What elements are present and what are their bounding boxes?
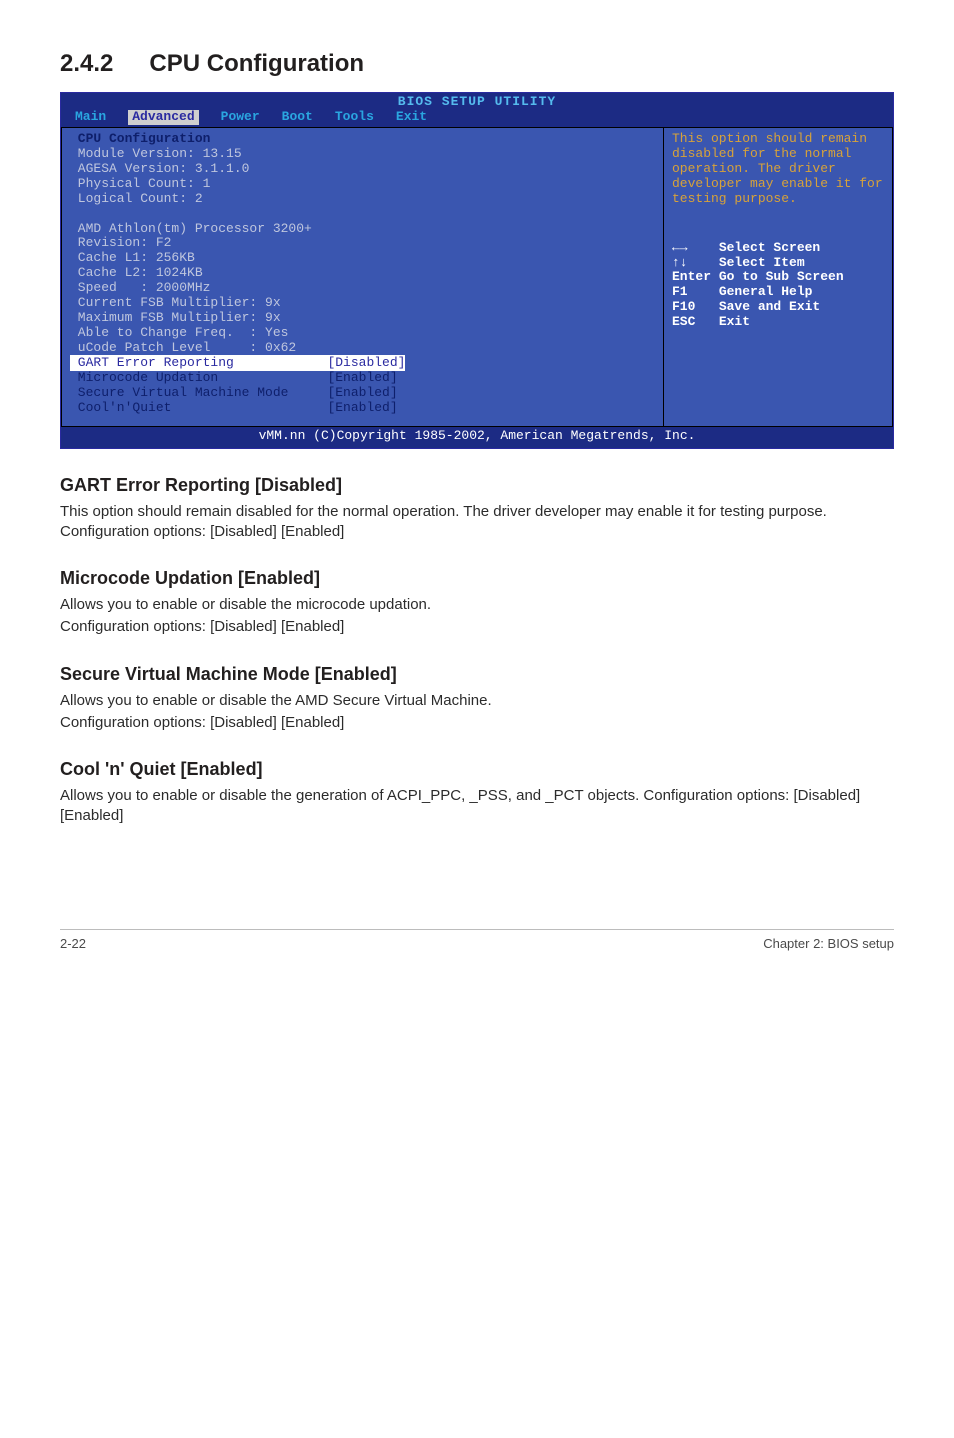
bios-menu-item: Power <box>221 110 260 125</box>
bios-menubar: Main Advanced Power Boot Tools Exit <box>61 110 893 127</box>
bios-text-row: Maximum FSB Multiplier: 9x <box>70 311 655 326</box>
bios-setting-row: GART Error Reporting [Disabled] <box>70 356 405 371</box>
body-paragraph: Configuration options: [Disabled] [Enabl… <box>60 713 894 733</box>
body-paragraph: Configuration options: [Disabled] [Enabl… <box>60 617 894 637</box>
bios-footer: vMM.nn (C)Copyright 1985-2002, American … <box>61 427 893 448</box>
page-footer: 2-22 Chapter 2: BIOS setup <box>60 929 894 981</box>
bios-menu-item: Main <box>75 110 106 125</box>
bios-setting-label: GART Error Reporting <box>70 355 327 370</box>
bios-text-row: uCode Patch Level : 0x62 <box>70 341 655 356</box>
bios-text-row: AGESA Version: 3.1.1.0 <box>70 162 655 177</box>
section-title: CPU Configuration <box>149 50 364 77</box>
bios-key-row: ESC Exit <box>672 315 884 330</box>
bios-text-row: AMD Athlon(tm) Processor 3200+ <box>70 222 655 237</box>
bios-setting-row: Cool'n'Quiet [Enabled] <box>70 401 655 416</box>
bios-text-row: Able to Change Freq. : Yes <box>70 326 655 341</box>
bios-text-row: Current FSB Multiplier: 9x <box>70 296 655 311</box>
chapter-label: Chapter 2: BIOS setup <box>763 936 894 951</box>
subsection-heading: GART Error Reporting [Disabled] <box>60 475 894 496</box>
bios-text-row: Revision: F2 <box>70 236 655 251</box>
bios-key-desc: Select Screen <box>719 240 820 255</box>
bios-key-row: F1 General Help <box>672 285 884 300</box>
bios-key-row: Enter Go to Sub Screen <box>672 270 884 285</box>
bios-setting-value: [Enabled] <box>327 385 397 400</box>
bios-text-row: Speed : 2000MHz <box>70 281 655 296</box>
bios-text-row <box>70 207 655 222</box>
bios-menu-item: Exit <box>396 110 427 125</box>
bios-text-row: Physical Count: 1 <box>70 177 655 192</box>
bios-key-desc: Go to Sub Screen <box>719 269 844 284</box>
body-paragraph: This option should remain disabled for t… <box>60 502 894 543</box>
bios-key-desc: Select Item <box>719 255 805 270</box>
bios-screenshot: BIOS SETUP UTILITY Main Advanced Power Boot… <box>60 92 894 449</box>
subsection-heading: Secure Virtual Machine Mode [Enabled] <box>60 664 894 685</box>
bios-setting-label: Secure Virtual Machine Mode <box>70 385 327 400</box>
bios-setting-label: Cool'n'Quiet <box>70 400 327 415</box>
bios-key-help: ←→ Select Screen↑↓ Select ItemEnter Go t… <box>672 241 884 331</box>
bios-key-row: ←→ Select Screen <box>672 241 884 256</box>
bios-key: ESC <box>672 314 719 329</box>
body-paragraph: Allows you to enable or disable the gene… <box>60 786 894 827</box>
bios-title: BIOS SETUP UTILITY <box>61 93 893 110</box>
bios-setting-label: Microcode Updation <box>70 370 327 385</box>
bios-setting-row: Microcode Updation [Enabled] <box>70 371 655 386</box>
bios-right-pane: This option should remain disabled for t… <box>663 127 893 427</box>
section-heading: 2.4.2 CPU Configuration <box>60 50 894 78</box>
bios-key: ←→ <box>672 240 719 255</box>
bios-text-row: CPU Configuration <box>70 132 655 147</box>
bios-menu-item: Advanced <box>128 110 198 125</box>
bios-menu-item: Boot <box>282 110 313 125</box>
bios-hint-text: This option should remain disabled for t… <box>672 132 884 207</box>
bios-text-row: Cache L2: 1024KB <box>70 266 655 281</box>
bios-key-row: F10 Save and Exit <box>672 300 884 315</box>
page-number: 2-22 <box>60 936 86 951</box>
subsection-heading: Microcode Updation [Enabled] <box>60 568 894 589</box>
bios-key-desc: Save and Exit <box>719 299 820 314</box>
bios-text-row: Logical Count: 2 <box>70 192 655 207</box>
bios-key: F10 <box>672 299 719 314</box>
bios-text-row: Module Version: 13.15 <box>70 147 655 162</box>
bios-setting-row: Secure Virtual Machine Mode [Enabled] <box>70 386 655 401</box>
bios-key: Enter <box>672 269 719 284</box>
bios-key-desc: General Help <box>719 284 813 299</box>
bios-setting-value: [Disabled] <box>327 355 405 370</box>
bios-key: ↑↓ <box>672 255 719 270</box>
section-number: 2.4.2 <box>60 50 113 77</box>
bios-key-desc: Exit <box>719 314 750 329</box>
bios-key-row: ↑↓ Select Item <box>672 256 884 271</box>
bios-text-row: Cache L1: 256KB <box>70 251 655 266</box>
body-paragraph: Allows you to enable or disable the AMD … <box>60 691 894 711</box>
bios-key: F1 <box>672 284 719 299</box>
bios-menu-item: Tools <box>335 110 374 125</box>
subsection-heading: Cool 'n' Quiet [Enabled] <box>60 759 894 780</box>
body-paragraph: Allows you to enable or disable the micr… <box>60 595 894 615</box>
bios-left-pane: CPU Configuration Module Version: 13.15 … <box>61 127 663 427</box>
bios-setting-value: [Enabled] <box>327 400 397 415</box>
bios-setting-value: [Enabled] <box>327 370 397 385</box>
